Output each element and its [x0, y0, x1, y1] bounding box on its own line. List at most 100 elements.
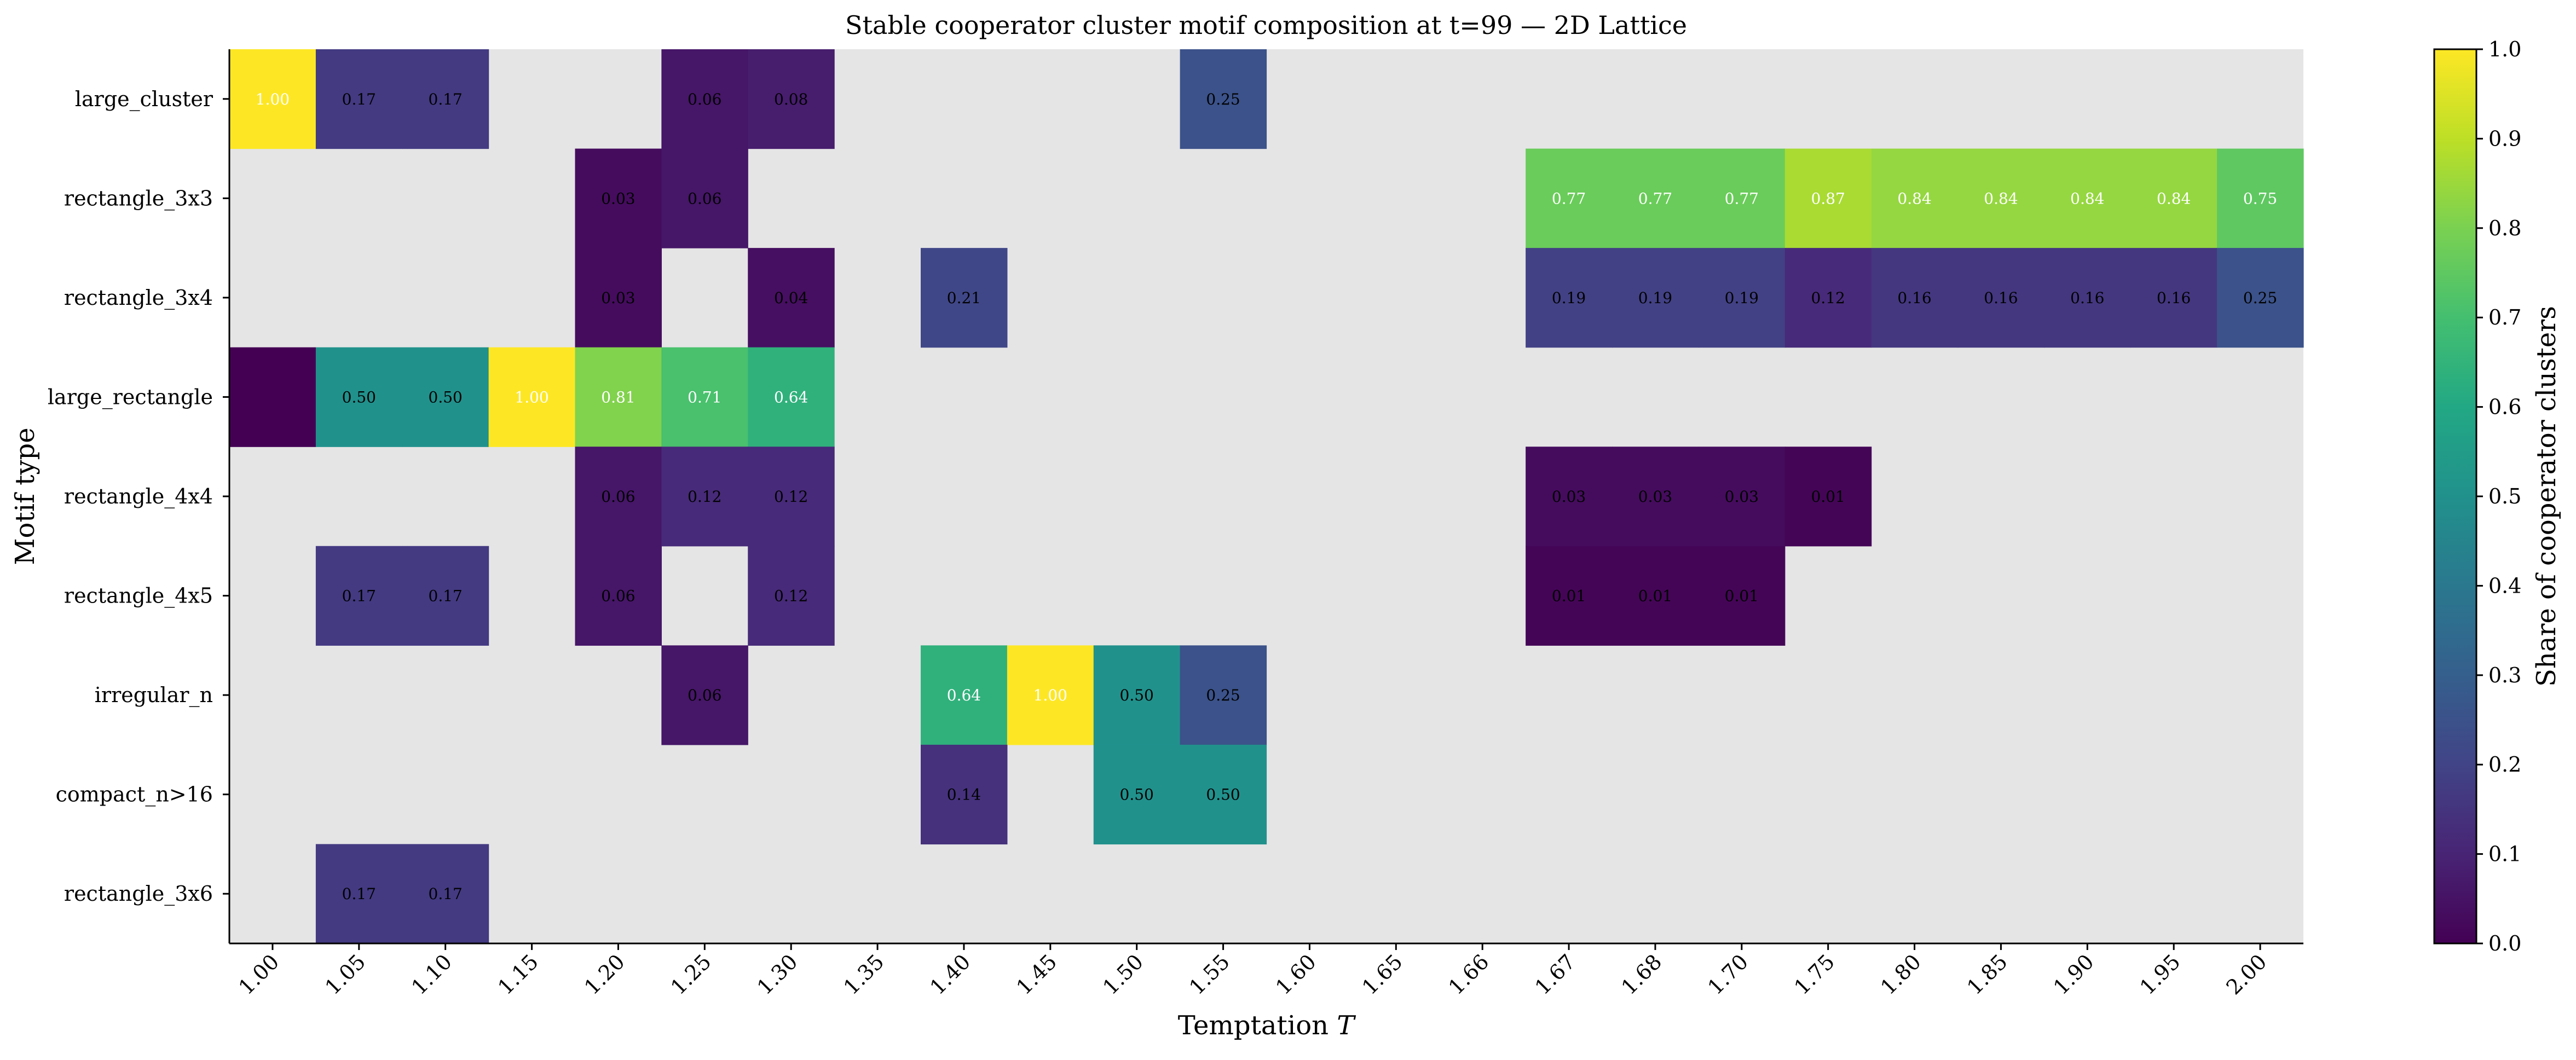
heatmap-cell — [1180, 49, 1267, 149]
y-axis-ticks: large_cluster rectangle_3x3 rectangle_3x4l… — [48, 87, 229, 906]
y-tick-label: rectangle_4x5 — [64, 584, 213, 609]
x-tick-label: 1.90 — [2049, 949, 2099, 999]
heatmap-cell — [1784, 447, 1872, 547]
cell-value-label: 0.17 — [429, 885, 463, 903]
cell-value-label: 0.77 — [1552, 189, 1586, 207]
heatmap-cell — [748, 447, 835, 547]
x-tick-label: 1.30 — [753, 949, 802, 999]
heatmap-cell — [575, 148, 662, 248]
heatmap-cell — [1612, 546, 1699, 646]
x-tick-label: 1.70 — [1703, 949, 1753, 999]
x-tick-label: 1.60 — [1271, 949, 1321, 999]
cell-value-label: 0.08 — [774, 90, 808, 108]
cell-value-label: 0.01 — [1811, 488, 1845, 506]
colorbar-tick-label: 0.7 — [2488, 305, 2521, 329]
x-tick-label: 1.68 — [1616, 949, 1666, 999]
cell-value-label: 0.71 — [688, 388, 721, 406]
heatmap-cell — [315, 347, 403, 447]
cell-value-label: 0.12 — [774, 587, 808, 605]
colorbar-tick-label: 0.0 — [2488, 931, 2521, 955]
heatmap-cell — [1007, 645, 1094, 745]
cell-value-label: 0.06 — [688, 90, 721, 108]
heatmap-cell — [1180, 744, 1267, 845]
cell-value-label: 0.50 — [342, 388, 376, 406]
cell-value-label: 0.03 — [1552, 488, 1586, 506]
heatmap-cell — [921, 248, 1008, 348]
colorbar-ticks: 0.0 0.1 0.2 0.3 0.4 0.5 0.6 0.7 0.8 0.9 1.0 — [2476, 37, 2521, 955]
cell-value-label: 1.00 — [256, 90, 290, 108]
heatmap-cell — [921, 744, 1008, 845]
heatmap-cell — [2130, 248, 2217, 348]
cell-value-label: 0.06 — [688, 189, 721, 207]
cell-value-label: 0.01 — [1725, 587, 1759, 605]
heatmap-cell — [2217, 248, 2304, 348]
heatmap-cell — [1957, 248, 2044, 348]
colorbar-tick-label: 0.1 — [2488, 842, 2521, 866]
colorbar-tick-label: 1.0 — [2488, 37, 2521, 61]
x-tick-label: 1.40 — [925, 949, 975, 999]
heatmap-cell — [1698, 447, 1786, 547]
heatmap-cell — [2217, 148, 2304, 248]
cell-value-label: 0.16 — [2157, 289, 2191, 307]
cell-value-label: 0.03 — [601, 289, 635, 307]
x-tick-label: 1.05 — [320, 949, 370, 999]
cell-value-label: 0.19 — [1638, 289, 1672, 307]
heatmap-cell — [2130, 148, 2217, 248]
colorbar-tick-label: 0.3 — [2488, 663, 2521, 687]
heatmap-cell — [1612, 447, 1699, 547]
heatmap-cell — [575, 347, 662, 447]
cell-value-label: 0.17 — [429, 587, 463, 605]
cell-value-label: 0.12 — [1811, 289, 1845, 307]
heatmap-cell — [229, 347, 316, 447]
cell-value-label: 0.01 — [1552, 587, 1586, 605]
heatmap-cell — [748, 347, 835, 447]
cell-value-label: 0.14 — [947, 786, 981, 804]
cell-value-label: 0.19 — [1725, 289, 1759, 307]
colorbar-label: Share of cooperator clusters — [2531, 306, 2562, 687]
cell-value-label: 0.21 — [947, 289, 981, 307]
x-axis-label: Temptation T — [1178, 1010, 1356, 1041]
cell-value-label: 0.64 — [947, 686, 981, 704]
x-tick-label: 1.65 — [1358, 949, 1407, 999]
heatmap-cell — [1698, 248, 1786, 348]
colorbar-tick-label: 0.8 — [2488, 216, 2521, 240]
x-tick-label: 1.35 — [839, 949, 888, 999]
heatmap-cell — [1526, 546, 1613, 646]
x-tick-label: 1.75 — [1789, 949, 1839, 999]
heatmap-cell — [229, 49, 316, 149]
cell-value-label: 0.50 — [1120, 786, 1154, 804]
cell-value-label: 0.17 — [342, 587, 376, 605]
colorbar-tick-label: 0.9 — [2488, 126, 2521, 150]
colorbar-tick-label: 0.5 — [2488, 484, 2521, 508]
cell-value-label: 0.25 — [1206, 90, 1240, 108]
chart-title: Stable cooperator cluster motif composit… — [845, 10, 1687, 40]
heatmap-cell — [488, 347, 576, 447]
y-tick-label: large_rectangle — [48, 385, 213, 409]
cell-value-label: 0.77 — [1638, 189, 1672, 207]
colorbar-tick-label: 0.4 — [2488, 574, 2521, 598]
y-tick-label: rectangle_3x6 — [64, 882, 213, 906]
heatmap-cell — [575, 248, 662, 348]
cell-value-labels: 1.00 0.17 0.17 0.06 0.08 0.25 0.03 0.06 0.77 0.77… — [256, 90, 2277, 903]
heatmap-cell — [748, 248, 835, 348]
heatmap-cell — [575, 546, 662, 646]
heatmap-cell — [661, 148, 748, 248]
y-tick-label: rectangle_3x4 — [64, 286, 213, 310]
heatmap-cell — [921, 645, 1008, 745]
heatmap-cell — [1784, 148, 1872, 248]
cell-value-label: 0.16 — [1897, 289, 1931, 307]
cell-value-label: 0.01 — [1638, 587, 1672, 605]
cell-value-label: 0.77 — [1725, 189, 1759, 207]
cell-value-label: 0.04 — [774, 289, 808, 307]
cell-value-label: 0.12 — [774, 488, 808, 506]
heatmap-cell — [575, 447, 662, 547]
x-tick-label: 1.20 — [580, 949, 629, 999]
x-tick-label: 1.95 — [2135, 949, 2185, 999]
heatmap-cell — [315, 546, 403, 646]
x-tick-label: 1.50 — [1098, 949, 1148, 999]
x-tick-label: 1.66 — [1444, 949, 1494, 999]
cell-value-label: 0.84 — [2070, 189, 2104, 207]
y-tick-label: compact_n>16 — [56, 783, 213, 807]
cell-value-label: 0.75 — [2243, 189, 2277, 207]
